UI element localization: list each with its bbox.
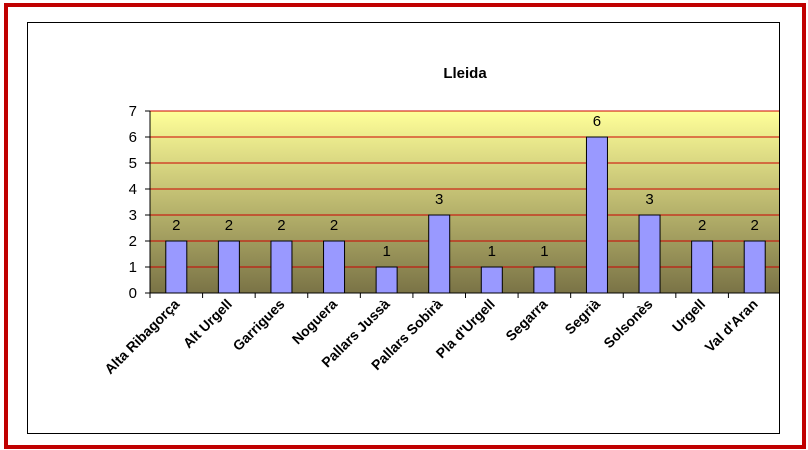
y-tick-label: 4	[129, 181, 137, 198]
x-category-label: Noguera	[289, 296, 341, 348]
x-category-label: Urgell	[669, 296, 708, 335]
bars	[165, 136, 766, 294]
chart-title: Lleida	[443, 65, 487, 82]
x-category-label: Alta Ribagorça	[101, 296, 182, 377]
plot-area	[149, 110, 779, 294]
y-tick-label: 3	[129, 207, 137, 224]
data-label: 6	[593, 113, 601, 130]
y-tick-label: 6	[129, 129, 137, 146]
x-category-label: Alt Urgell	[180, 296, 235, 351]
data-label: 2	[172, 217, 180, 234]
chart-area: Lleida 0 1 2 3 4 5 6 7 Alta Ribagorça Alt Urgell…	[27, 22, 780, 434]
gridlines	[150, 110, 779, 268]
x-category-label: Garrigues	[229, 296, 287, 354]
x-category-label: Val d'Aran	[701, 296, 760, 355]
data-label: 1	[488, 243, 496, 260]
bar	[165, 240, 188, 294]
data-label: 3	[645, 191, 653, 208]
y-tick-label: 2	[129, 233, 137, 250]
bar	[638, 214, 661, 294]
x-category-label: Solsonès	[600, 296, 655, 351]
bar	[217, 240, 240, 294]
data-labels: 2 2 2 2 1 3 1 1 6 3 2 2	[172, 113, 759, 260]
data-label: 2	[225, 217, 233, 234]
data-label: 2	[751, 217, 759, 234]
bar	[585, 136, 608, 294]
data-label: 2	[698, 217, 706, 234]
bar	[533, 266, 556, 294]
data-label: 2	[277, 217, 285, 234]
bar	[743, 240, 766, 294]
bar	[323, 240, 346, 294]
data-label: 3	[435, 191, 443, 208]
y-tick-label: 1	[129, 259, 137, 276]
data-label: 1	[540, 243, 548, 260]
x-category-label: Segrià	[561, 296, 603, 338]
chart-outer-frame: Lleida 0 1 2 3 4 5 6 7 Alta Ribagorça Alt Urgell…	[4, 3, 806, 449]
bar	[375, 266, 398, 294]
bar	[270, 240, 293, 294]
data-label: 2	[330, 217, 338, 234]
axes	[145, 110, 779, 298]
y-tick-label: 7	[129, 103, 137, 120]
y-tick-label: 5	[129, 155, 137, 172]
y-tick-labels: 0 1 2 3 4 5 6 7	[129, 103, 137, 302]
y-tick-label: 0	[129, 285, 137, 302]
bar	[480, 266, 503, 294]
data-label: 1	[382, 243, 390, 260]
bar	[691, 240, 714, 294]
x-category-label: Segarra	[502, 296, 550, 344]
bar	[428, 214, 451, 294]
